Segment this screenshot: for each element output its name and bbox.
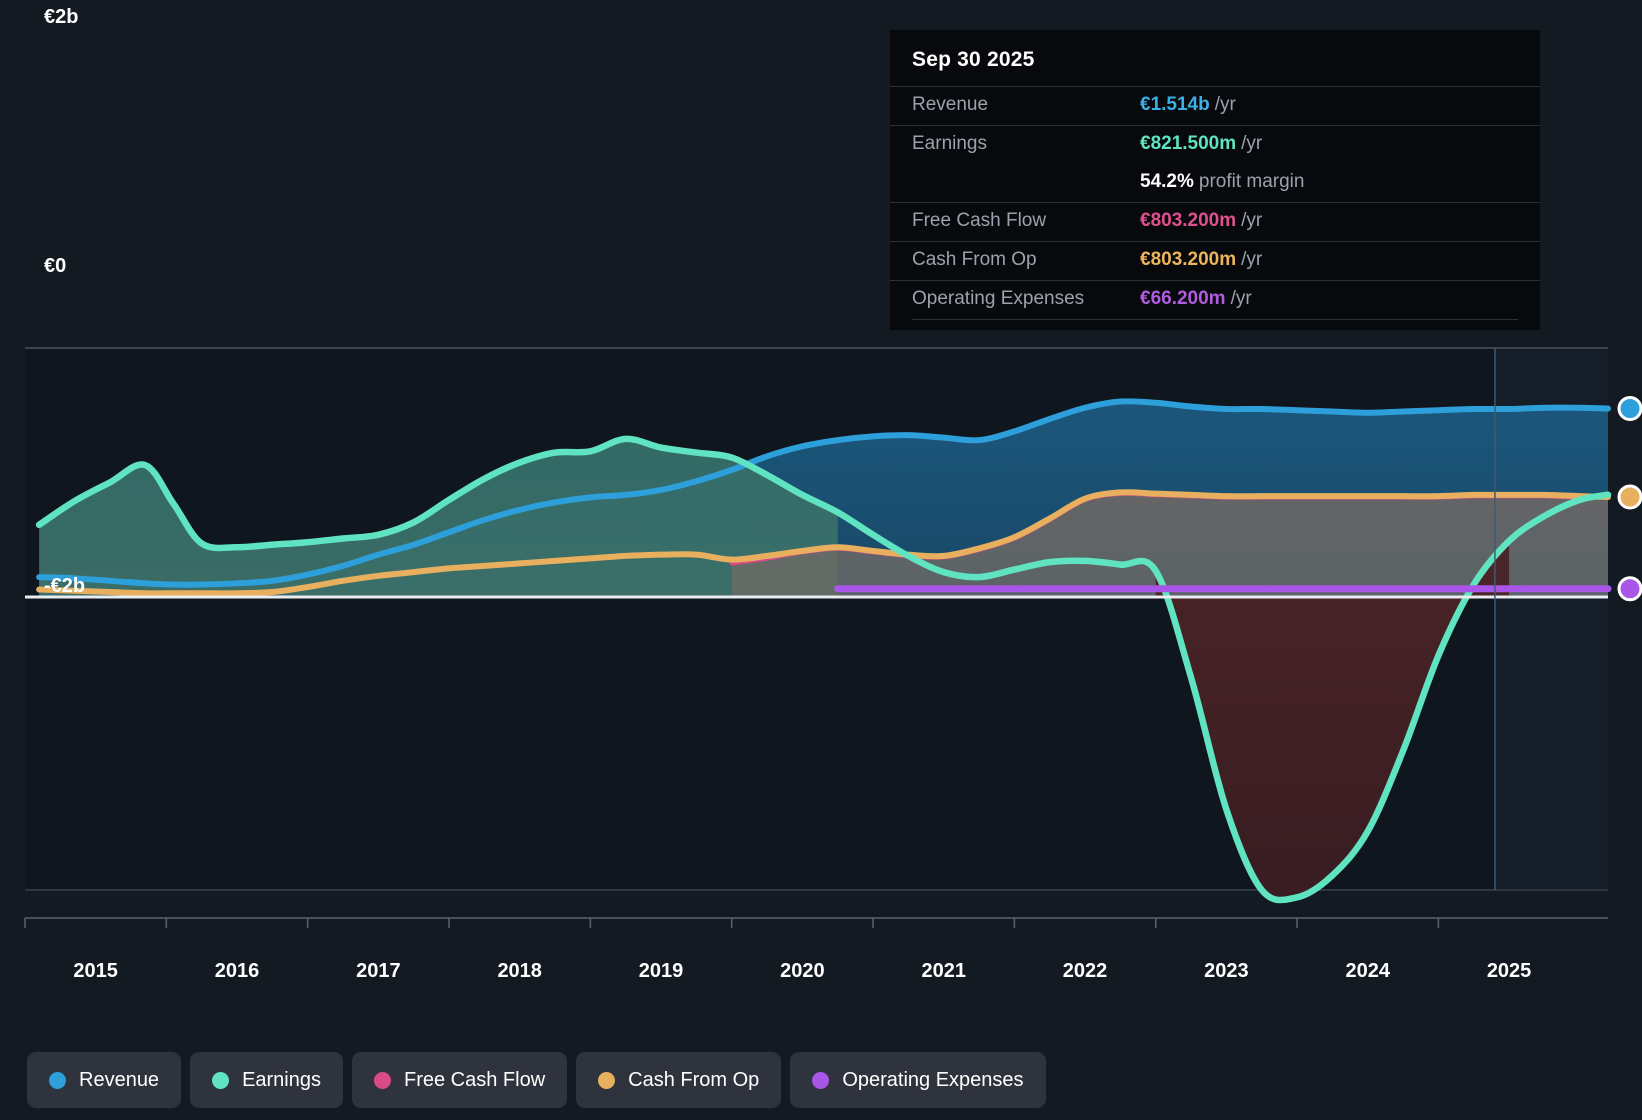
- tooltip-row-label: Cash From Op: [912, 249, 1037, 270]
- tooltip-row-value: €1.514b: [1140, 94, 1210, 115]
- tooltip-row-value: €66.200m: [1140, 288, 1226, 309]
- tooltip-row-value: €803.200m: [1140, 249, 1237, 270]
- tooltip-row-label: Revenue: [912, 94, 989, 115]
- tooltip-row-value-wrap: €821.500m/yr: [1140, 133, 1262, 155]
- revenue-line: [36, 398, 1611, 588]
- legend-item-label: Cash From Op: [628, 1068, 760, 1091]
- legend-color-dot-icon: [49, 1071, 66, 1089]
- y-axis-label-top: €2b: [44, 6, 79, 28]
- tooltip-row: Cash From Op €803.200m/yr: [890, 241, 1540, 280]
- y-axis-label-zero: €0: [44, 255, 67, 277]
- endpoint-marker-operating-expenses: [1617, 576, 1642, 602]
- x-axis-tick-label: 2024: [1345, 960, 1390, 982]
- legend-color-dot-icon: [812, 1071, 830, 1089]
- legend-item-cash-from-op[interactable]: Cash From Op: [576, 1052, 782, 1108]
- endpoint-marker-cash-from-op: [1617, 484, 1642, 510]
- tooltip-row-value: €821.500m: [1140, 133, 1237, 154]
- legend-item-free-cash-flow[interactable]: Free Cash Flow: [352, 1052, 568, 1108]
- tooltip-date: Sep 30 2025: [912, 48, 1035, 71]
- legend-item-label: Free Cash Flow: [404, 1068, 546, 1091]
- tooltip-row-unit: /yr: [1241, 133, 1263, 154]
- chart-svg[interactable]: [0, 300, 1642, 960]
- x-axis-tick-label: 2017: [356, 960, 401, 982]
- tooltip-row: Revenue €1.514b/yr: [890, 86, 1540, 125]
- x-axis-labels: 2015 2016 2017 2018 2019 2020 2021 2022 2023 2024…: [0, 960, 1642, 1000]
- legend-item-label: Revenue: [79, 1068, 160, 1091]
- tooltip-row-unit: /yr: [1214, 94, 1236, 115]
- tooltip-bottom-rule: [912, 319, 1518, 320]
- tooltip-row-value-wrap: €1.514b/yr: [1140, 94, 1236, 116]
- x-axis-tick-label: 2021: [921, 960, 966, 982]
- tooltip-row-unit: /yr: [1241, 210, 1263, 231]
- tooltip-row-label: Operating Expenses: [912, 288, 1085, 309]
- x-axis-tick-label: 2020: [780, 960, 825, 982]
- tooltip-row: Operating Expenses €66.200m/yr: [890, 280, 1540, 319]
- chart-legend: Revenue Earnings Free Cash Flow Cash From O…: [27, 1052, 1046, 1108]
- tooltip-row: Free Cash Flow €803.200m/yr: [890, 202, 1540, 241]
- x-axis-tick-label: 2019: [638, 960, 684, 982]
- x-axis-tick-label: 2022: [1062, 960, 1108, 982]
- legend-item-operating-expenses[interactable]: Operating Expenses: [790, 1052, 1046, 1108]
- x-axis-tick-label: 2023: [1204, 960, 1249, 982]
- tooltip-row: 54.2% profit margin: [890, 164, 1540, 202]
- chart-plot-area: [0, 300, 1642, 960]
- tooltip-row-unit: /yr: [1241, 249, 1263, 270]
- tooltip-row-label: Earnings: [912, 133, 987, 154]
- earnings-line: [35, 435, 1612, 904]
- tooltip-row-value-wrap: 54.2% profit margin: [1140, 171, 1304, 193]
- tooltip-rows: Revenue €1.514b/yr Earnings €821.500m/yr 54.…: [890, 86, 1540, 320]
- x-axis-tick-label: 2015: [73, 960, 118, 982]
- x-axis-tick-label: 2016: [214, 960, 260, 982]
- tooltip-row-value: 54.2%: [1140, 171, 1194, 192]
- cash-from-op-line: [36, 489, 1611, 597]
- endpoint-marker-revenue: [1617, 396, 1642, 422]
- legend-item-label: Earnings: [242, 1068, 321, 1091]
- summary-tooltip: Sep 30 2025 Revenue €1.514b/yr Earnings €82…: [890, 30, 1540, 330]
- tooltip-row-label: Free Cash Flow: [912, 210, 1047, 231]
- tooltip-row-value-wrap: €803.200m/yr: [1140, 249, 1262, 271]
- x-axis-tick-label: 2025: [1486, 960, 1532, 982]
- legend-item-earnings[interactable]: Earnings: [190, 1052, 343, 1108]
- earnings-area-negative: [1155, 540, 1510, 901]
- legend-item-revenue[interactable]: Revenue: [27, 1052, 182, 1108]
- legend-item-label: Operating Expenses: [842, 1068, 1024, 1091]
- tooltip-row-value-wrap: €803.200m/yr: [1140, 210, 1262, 232]
- x-axis-tick-label: 2018: [497, 960, 542, 982]
- tooltip-row-unit: /yr: [1230, 288, 1252, 309]
- tooltip-row: Earnings €821.500m/yr: [890, 125, 1540, 164]
- tooltip-row-value: €803.200m: [1140, 210, 1237, 231]
- tooltip-row-value-wrap: €66.200m/yr: [1140, 288, 1252, 310]
- legend-color-dot-icon: [212, 1071, 230, 1089]
- legend-color-dot-icon: [374, 1071, 391, 1089]
- legend-color-dot-icon: [598, 1071, 616, 1089]
- tooltip-row-unit: profit margin: [1198, 171, 1305, 192]
- y-axis-label-bottom: -€2b: [44, 575, 86, 597]
